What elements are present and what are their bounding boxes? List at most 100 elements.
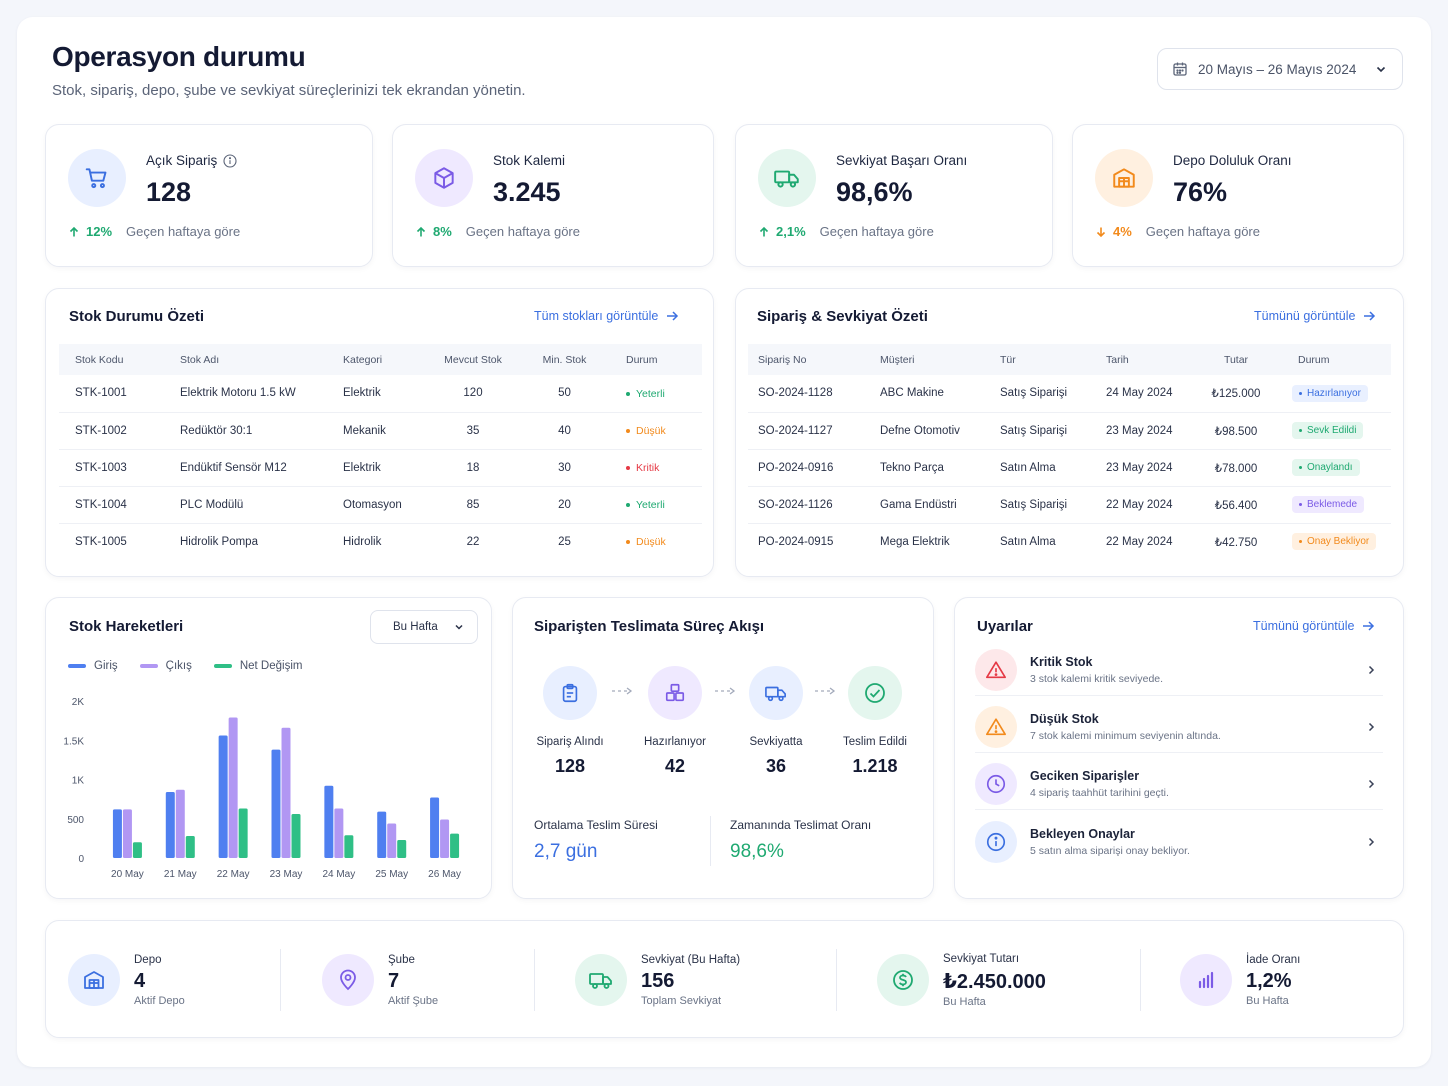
view-all-stock-link[interactable]: Tüm stokları görüntüle [534,309,679,323]
card-title: Uyarılar [977,618,1033,635]
bar[interactable] [291,814,301,858]
table-row[interactable]: SO-2024-1127 Defne Otomotiv Satış Sipari… [748,412,1391,450]
alert-title: Düşük Stok [1030,711,1099,726]
x-tick-label: 25 May [375,869,408,880]
divider [710,816,711,866]
truck-icon [758,149,816,207]
bar[interactable] [397,839,407,858]
kpi-delta: 2,1% [776,224,806,239]
arrow-right-icon [1364,311,1376,321]
kpi-value: 128 [146,177,192,207]
table-row[interactable]: SO-2024-1128 ABC Makine Satış Siparişi 2… [748,375,1391,413]
orders-table: Sipariş No Müşteri Tür Tarih Tutar Durum… [748,344,1391,560]
bar[interactable] [387,823,397,858]
order-amount: ₺78.000 [1190,449,1282,487]
table-row[interactable]: SO-2024-1126 Gama Endüstri Satış Sipariş… [748,486,1391,524]
bar[interactable] [334,808,344,858]
order-date: 22 May 2024 [1090,486,1190,524]
legend-swatch [68,664,86,668]
divider [836,949,837,1011]
order-number: PO-2024-0915 [758,535,834,548]
bar[interactable] [324,785,334,858]
kpi-label: Açık Sipariş [146,153,218,168]
bar[interactable] [344,835,354,858]
bar[interactable] [185,836,195,858]
order-customer: ABC Makine [864,375,984,413]
bar[interactable] [271,749,281,858]
kpi-delta: 4% [1113,224,1132,239]
flow-step-order-received[interactable]: Sipariş Alındı 128 [525,666,615,777]
stat-label: Depo [134,953,162,966]
table-row[interactable]: STK-1004 PLC Modülü Otomasyon 85 20 Yete… [59,486,702,524]
order-amount: ₺42.750 [1214,536,1258,549]
truck-icon [749,666,803,720]
flow-step-in-shipment[interactable]: Sevkiyatta 36 [731,666,821,777]
bar[interactable] [165,792,175,858]
view-all-alerts-link[interactable]: Tümünü görüntüle [1253,619,1375,633]
bar[interactable] [440,819,450,858]
stat-value: 4 [134,969,146,992]
divider [1140,949,1141,1011]
table-row[interactable]: STK-1005 Hidrolik Pompa Hidrolik 22 25 D… [59,523,702,560]
bar[interactable] [175,789,185,858]
legend-item[interactable]: Net Değişim [213,660,302,672]
bar[interactable] [218,735,228,858]
table-row[interactable]: PO-2024-0916 Tekno Parça Satın Alma 23 M… [748,449,1391,487]
stat-shipment-amount: Sevkiyat Tutarı ₺2.450.000 Bu Hafta [877,921,1046,1039]
cart-icon [68,149,126,207]
calendar-icon [1173,62,1187,76]
bar[interactable] [281,727,291,858]
kpi-value: 3.245 [493,177,561,207]
legend-swatch [139,664,158,668]
order-date: 24 May 2024 [1090,375,1190,413]
stock-name: PLC Modülü [164,486,327,524]
bar[interactable] [377,811,387,858]
table-row[interactable]: STK-1003 Endüktif Sensör M12 Elektrik 18… [59,449,702,487]
flow-step-value: 36 [765,756,787,776]
view-all-orders-link[interactable]: Tümünü görüntüle [1254,309,1376,323]
alert-delayed-orders[interactable]: Geciken Siparişler 4 sipariş taahhüt tar… [975,758,1383,810]
legend-item[interactable]: Giriş [68,660,118,672]
alert-low-stock[interactable]: Düşük Stok 7 stok kalemi minimum seviyen… [975,701,1383,753]
bar[interactable] [132,842,142,858]
flow-step-label: Hazırlanıyor [644,736,706,748]
alert-pending-approvals[interactable]: Bekleyen Onaylar 5 satın alma siparişi o… [975,816,1383,868]
page-subtitle: Stok, sipariş, depo, şube ve sevkiyat sü… [52,82,526,99]
stat-note: Toplam Sevkiyat [641,994,722,1007]
warehouse-icon [68,954,120,1006]
kpi-value: 98,6% [836,177,913,207]
bar[interactable] [228,717,238,858]
chevron-down-icon [1376,66,1386,73]
info-icon[interactable] [223,153,237,168]
stat-return-rate: İade Oranı 1,2% Bu Hafta [1180,921,1300,1039]
card-title: Siparişten Teslimata Süreç Akışı [534,618,765,635]
status-badge: Onaylandı [1292,459,1360,476]
on-time-delivery-value: 98,6% [730,841,784,862]
alert-title: Geciken Siparişler [1030,768,1140,783]
table-row[interactable]: STK-1002 Redüktör 30:1 Mekanik 35 40 Düş… [59,412,702,450]
chart-legend: Giriş Çıkış Net Değişim [68,660,302,672]
x-tick-label: 26 May [428,869,461,880]
bar[interactable] [122,809,132,858]
table-row[interactable]: PO-2024-0915 Mega Elektrik Satın Alma 22… [748,523,1391,560]
legend-item[interactable]: Çıkış [139,660,192,672]
bar[interactable] [450,833,460,858]
arrow-right-icon [1363,621,1375,631]
stock-code: STK-1003 [59,449,164,487]
order-type: Satış Siparişi [984,412,1090,450]
flow-step-preparing[interactable]: Hazırlanıyor 42 [630,666,720,777]
column-header: Min. Stok [519,344,610,375]
flow-step-delivered[interactable]: Teslim Edildi 1.218 [830,666,920,777]
order-number: SO-2024-1126 [748,486,864,524]
period-select[interactable]: Bu Hafta [370,610,478,644]
alert-critical-stock[interactable]: Kritik Stok 3 stok kalemi kritik seviyed… [975,644,1383,696]
kpi-label: Sevkiyat Başarı Oranı [836,153,968,168]
table-row[interactable]: STK-1001 Elektrik Motoru 1.5 kW Elektrik… [59,375,702,413]
date-range-picker[interactable]: 20 Mayıs – 26 Mayıs 2024 [1157,48,1403,90]
bar[interactable] [430,797,440,858]
bar[interactable] [112,809,122,858]
legend-swatch [213,664,232,668]
order-customer: Tekno Parça [864,449,984,487]
bar[interactable] [238,808,248,858]
stat-label: İade Oranı [1246,953,1301,966]
